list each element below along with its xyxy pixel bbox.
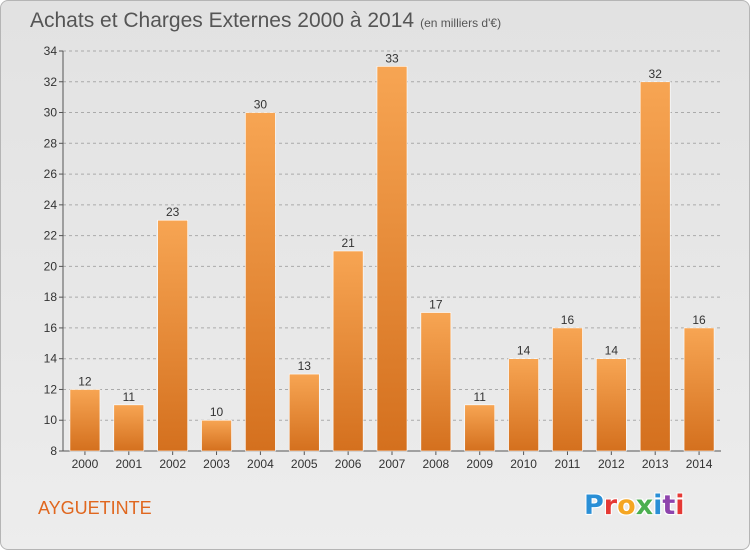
bar-2001 (113, 404, 145, 452)
data-label-2009: 11 (473, 390, 486, 404)
data-label-2003: 10 (210, 405, 224, 419)
data-labels: 12 11 23 10 30 13 21 33 17 11 14 16 14 32 16 (78, 51, 706, 419)
x-tick-label: 2002 (159, 457, 186, 471)
y-tick-label: 16 (44, 321, 58, 335)
y-tick-label: 10 (44, 413, 58, 427)
y-tick-label: 18 (44, 290, 58, 304)
bar-2010 (508, 358, 539, 452)
x-tick-label: 2010 (510, 457, 537, 471)
data-label-2000: 12 (78, 374, 92, 388)
bar-2005 (288, 373, 320, 452)
y-tick-label: 26 (44, 167, 58, 181)
bar-2014 (683, 327, 715, 452)
y-tick-label: 22 (44, 229, 58, 243)
data-label-2013: 32 (649, 67, 663, 81)
data-label-2011: 16 (561, 313, 575, 327)
data-label-2010: 14 (517, 344, 531, 358)
x-tick-label: 2014 (686, 457, 713, 471)
data-label-2005: 13 (298, 359, 312, 373)
logo-letter: t (662, 490, 676, 521)
data-label-2001: 11 (123, 390, 136, 404)
data-label-2007: 33 (385, 51, 399, 65)
data-label-2008: 17 (429, 298, 443, 312)
data-label-2004: 30 (254, 98, 268, 112)
logo-letter: P (584, 490, 604, 521)
x-tick-label: 2004 (247, 457, 274, 471)
y-tick-label: 28 (44, 136, 58, 150)
x-tick-label: 2009 (466, 457, 493, 471)
chart-title-text: Achats et Charges Externes 2000 à 2014 (30, 9, 415, 32)
bar-2013 (639, 81, 671, 452)
city-name: AYGUETINTE (38, 498, 152, 518)
y-tick-label: 14 (44, 352, 58, 366)
x-tick-label: 2005 (291, 457, 318, 471)
logo-letter: o (617, 490, 636, 521)
chart-title: Achats et Charges Externes 2000 à 2014 (e… (30, 9, 501, 33)
x-tick-label: 2008 (423, 457, 450, 471)
logo-letter: x (635, 490, 654, 521)
bar-2008 (420, 312, 452, 452)
bar-2009 (464, 404, 496, 452)
data-label-2006: 21 (341, 236, 355, 250)
proxiti-logo[interactable]: Proxiti (584, 490, 685, 521)
bars (69, 66, 715, 452)
bar-2003 (201, 419, 232, 452)
bar-2012 (596, 358, 627, 452)
x-tick-label: 2013 (642, 457, 669, 471)
bar-2006 (332, 250, 364, 452)
x-tick-label: 2000 (72, 457, 99, 471)
y-tick-label: 24 (44, 198, 58, 212)
x-tick-label: 2001 (115, 457, 142, 471)
bar-2007 (376, 66, 408, 452)
bar-2002 (157, 219, 188, 452)
bar-2011 (552, 327, 583, 452)
y-tick-label: 8 (50, 444, 57, 458)
data-label-2012: 14 (605, 344, 619, 358)
x-tick-label: 2003 (203, 457, 230, 471)
y-tick-label: 34 (44, 44, 58, 58)
bar-2000 (69, 389, 101, 452)
logo-letter: i (653, 490, 663, 521)
x-tick-label: 2006 (335, 457, 362, 471)
y-tick-label: 12 (44, 382, 58, 396)
data-label-2002: 23 (166, 205, 180, 219)
chart-subtitle: (en milliers d'€) (420, 16, 502, 30)
y-tick-label: 30 (44, 106, 58, 120)
logo-letter: r (603, 490, 618, 521)
x-tick-label: 2012 (598, 457, 625, 471)
x-tick-label: 2007 (379, 457, 406, 471)
bar-2004 (245, 112, 276, 452)
data-label-2014: 16 (692, 313, 706, 327)
y-tick-label: 20 (44, 259, 58, 273)
x-tick-label: 2011 (555, 457, 581, 471)
logo-letter: i (675, 490, 685, 521)
y-tick-label: 32 (44, 75, 58, 89)
